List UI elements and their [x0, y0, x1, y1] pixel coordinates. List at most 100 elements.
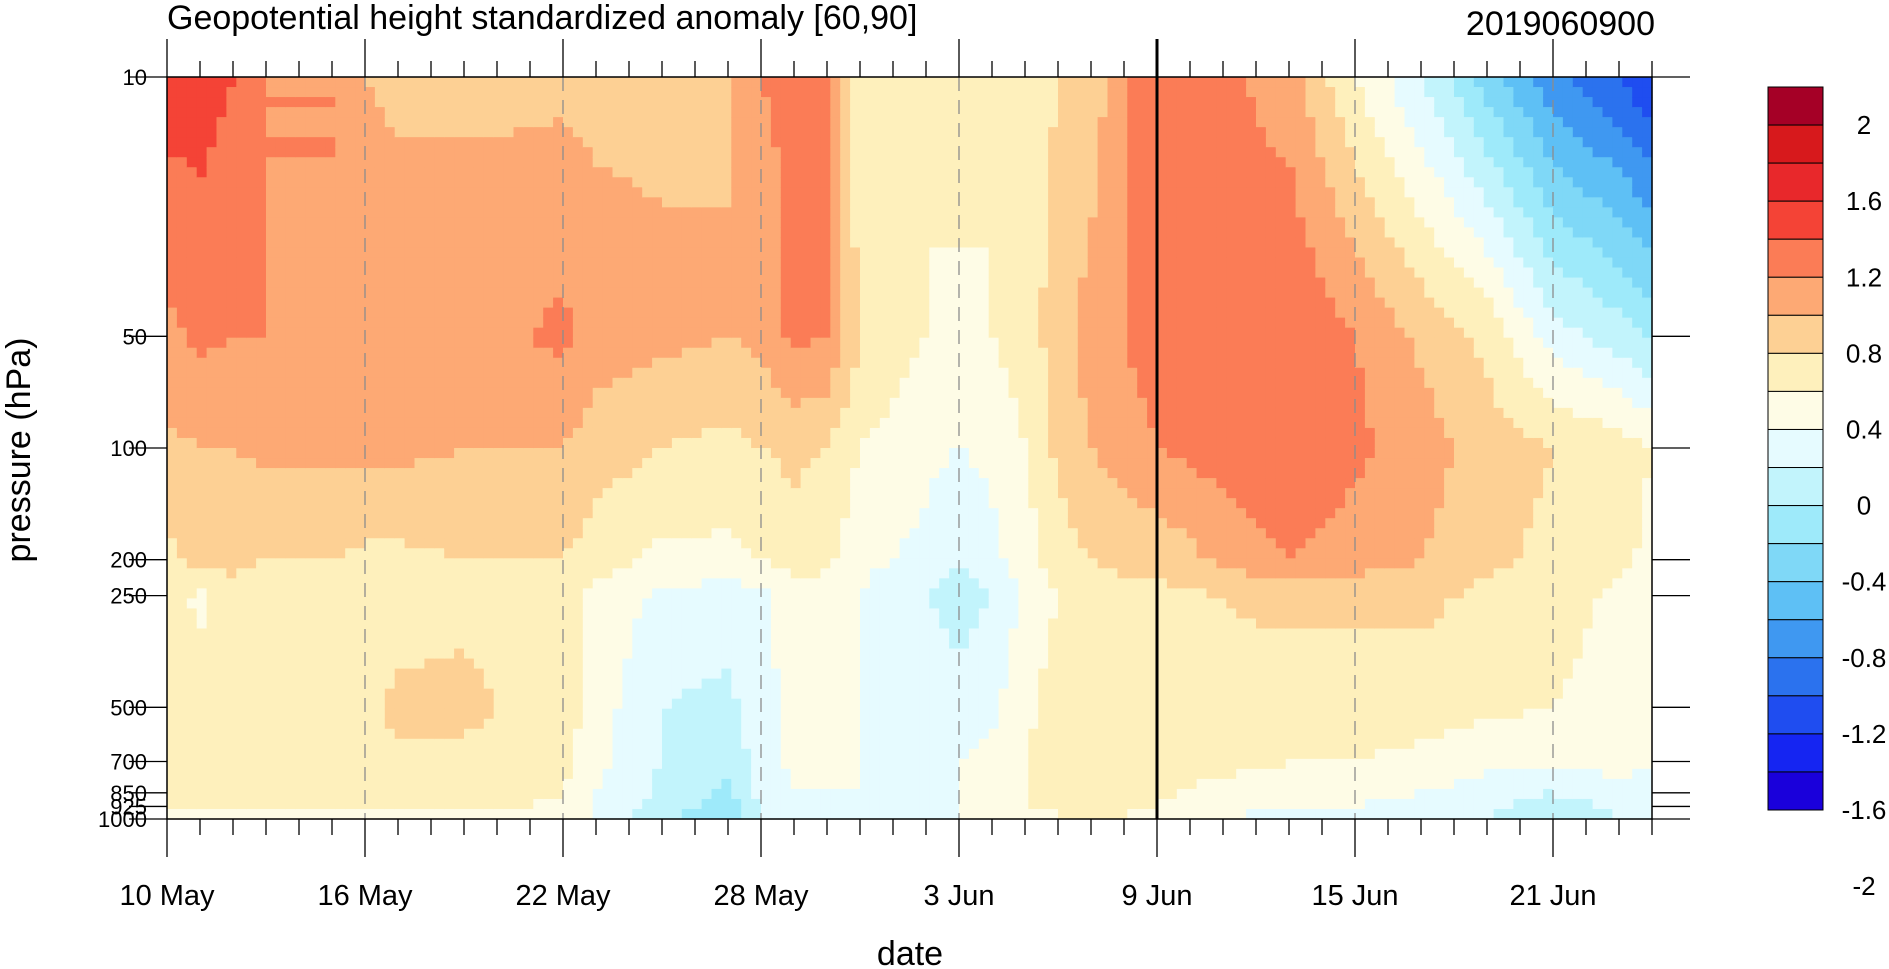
contour-cell	[464, 197, 475, 208]
contour-cell	[414, 297, 425, 309]
contour-cell	[780, 598, 792, 610]
contour-cell	[167, 718, 178, 730]
contour-cell	[285, 357, 297, 369]
contour-cell	[721, 297, 732, 309]
contour-cell	[612, 578, 623, 589]
contour-cell	[652, 267, 663, 279]
contour-cell	[751, 588, 762, 600]
contour-cell	[285, 728, 297, 740]
contour-cell	[741, 247, 752, 259]
contour-cell	[592, 758, 604, 770]
contour-cell	[414, 307, 425, 319]
contour-cell	[780, 297, 792, 309]
contour-cell	[216, 377, 227, 389]
contour-cell	[454, 407, 465, 419]
contour-cell	[365, 668, 376, 680]
contour-cell	[513, 87, 524, 98]
contour-cell	[384, 568, 396, 579]
contour-cell	[206, 468, 218, 479]
contour-cell	[761, 277, 772, 289]
contour-cell	[602, 588, 614, 600]
contour-cell	[275, 207, 287, 218]
contour-cell	[236, 628, 247, 640]
contour-cell	[404, 167, 416, 178]
contour-cell	[513, 357, 524, 369]
contour-cell	[790, 448, 802, 459]
contour-cell	[414, 137, 425, 148]
contour-cell	[622, 808, 633, 820]
contour-cell	[691, 718, 703, 730]
contour-cell	[374, 237, 386, 249]
contour-cell	[572, 808, 584, 820]
contour-cell	[365, 407, 376, 419]
contour-cell	[404, 528, 416, 539]
contour-cell	[790, 678, 802, 690]
contour-cell	[741, 407, 752, 419]
contour-cell	[404, 357, 416, 369]
contour-cell	[384, 227, 396, 239]
contour-cell	[384, 217, 396, 229]
contour-cell	[394, 808, 406, 820]
contour-cell	[513, 217, 524, 229]
contour-cell	[681, 337, 693, 349]
contour-cell	[691, 568, 703, 579]
contour-cell	[404, 658, 416, 670]
contour-cell	[751, 508, 762, 519]
contour-cell	[216, 97, 227, 108]
contour-cell	[731, 347, 742, 359]
contour-cell	[493, 648, 505, 660]
contour-cell	[731, 678, 742, 690]
contour-cell	[553, 347, 564, 359]
contour-cell	[513, 107, 524, 118]
contour-cell	[533, 247, 544, 259]
contour-cell	[642, 788, 653, 800]
contour-cell	[662, 748, 673, 760]
contour-cell	[592, 768, 604, 780]
contour-cell	[256, 748, 267, 760]
contour-cell	[533, 117, 544, 128]
contour-cell	[691, 97, 703, 108]
contour-cell	[553, 808, 564, 820]
contour-cell	[513, 377, 524, 389]
contour-cell	[374, 648, 386, 660]
contour-cell	[592, 187, 604, 198]
contour-cell	[266, 548, 277, 559]
contour-cell	[384, 508, 396, 519]
contour-cell	[256, 568, 267, 579]
contour-cell	[652, 708, 663, 720]
contour-cell	[266, 648, 277, 660]
contour-cell	[592, 367, 604, 379]
contour-cell	[612, 638, 623, 650]
contour-cell	[167, 578, 178, 589]
contour-cell	[711, 668, 722, 680]
contour-cell	[404, 788, 416, 800]
contour-cell	[365, 337, 376, 349]
contour-cell	[424, 628, 435, 640]
contour-cell	[394, 628, 406, 640]
contour-cell	[464, 578, 475, 589]
contour-cell	[335, 427, 346, 439]
contour-cell	[780, 137, 792, 148]
contour-cell	[275, 377, 287, 389]
contour-cell	[741, 628, 752, 640]
contour-cell	[473, 117, 485, 128]
contour-cell	[642, 437, 653, 449]
contour-cell	[652, 698, 663, 710]
contour-cell	[246, 397, 257, 409]
contour-cell	[780, 648, 792, 660]
contour-cell	[473, 317, 485, 329]
contour-cell	[464, 97, 475, 108]
contour-cell	[167, 808, 178, 820]
contour-cell	[741, 367, 752, 379]
contour-cell	[770, 437, 782, 449]
contour-cell	[216, 197, 227, 208]
contour-cell	[246, 377, 257, 389]
contour-cell	[216, 668, 227, 680]
contour-cell	[543, 458, 554, 469]
contour-cell	[325, 227, 336, 239]
contour-cell	[572, 117, 584, 128]
contour-cell	[266, 407, 277, 419]
contour-cell	[374, 97, 386, 108]
contour-cell	[691, 337, 703, 349]
contour-cell	[374, 377, 386, 389]
